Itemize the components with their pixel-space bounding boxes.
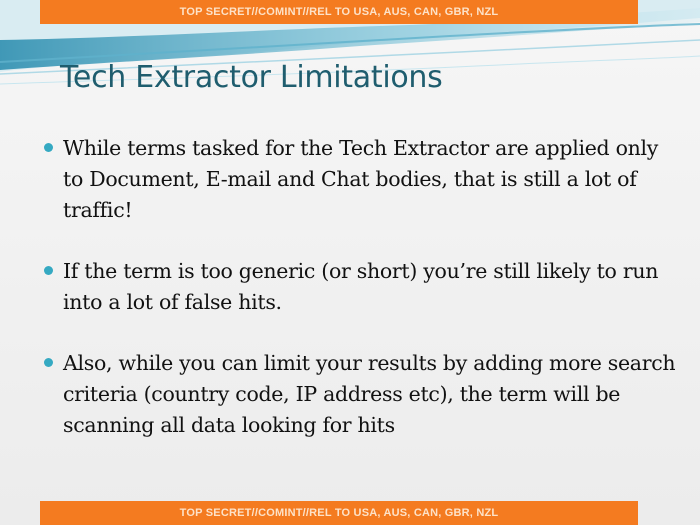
bullet-text: Also, while you can limit your results b… [63,351,676,437]
slide-title: Tech Extractor Limitations [60,60,443,95]
bullet-icon [44,266,53,275]
bullet-item: While terms tasked for the Tech Extracto… [44,133,684,226]
bullet-icon [44,143,53,152]
bullet-text: If the term is too generic (or short) yo… [63,259,659,314]
classification-banner-bottom: TOP SECRET//COMINT//REL TO USA, AUS, CAN… [40,501,638,525]
bullet-item: Also, while you can limit your results b… [44,348,684,441]
classification-banner-top: TOP SECRET//COMINT//REL TO USA, AUS, CAN… [40,0,638,24]
bullet-list: While terms tasked for the Tech Extracto… [44,133,684,441]
bullet-text: While terms tasked for the Tech Extracto… [63,136,659,222]
bullet-icon [44,358,53,367]
bullet-item: If the term is too generic (or short) yo… [44,256,684,318]
